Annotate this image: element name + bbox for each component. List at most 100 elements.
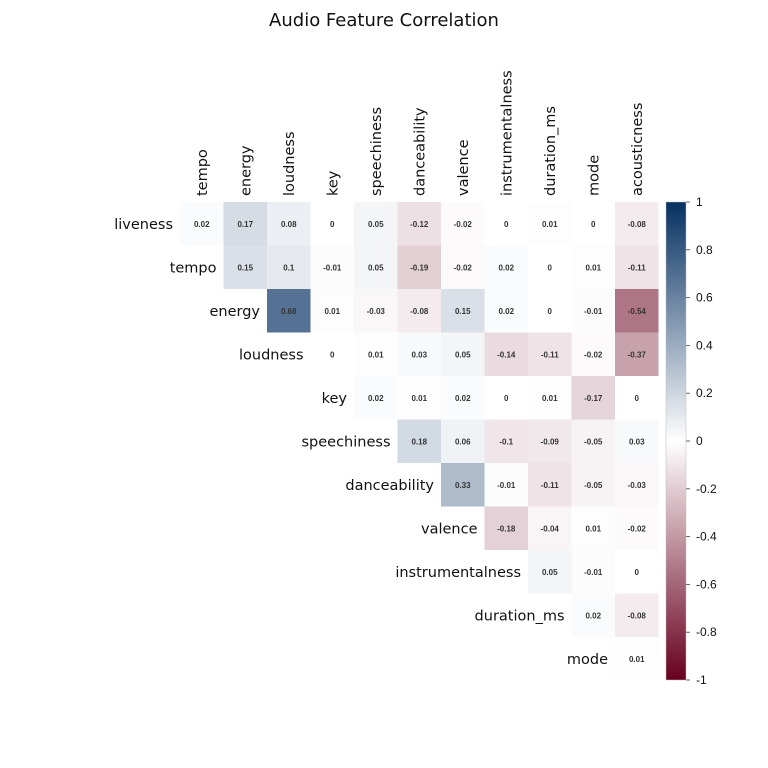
heatmap-cell	[615, 202, 659, 246]
cell-value-label: 0.02	[585, 611, 601, 620]
row-label: mode	[567, 652, 608, 668]
cell-value-label: 0.05	[368, 220, 384, 229]
heatmap-cell	[484, 419, 528, 463]
cell-value-label: -0.18	[497, 524, 516, 533]
cell-value-label: 0.02	[498, 307, 514, 316]
cell-value-label: 0.01	[585, 263, 601, 272]
heatmap-cell	[354, 376, 398, 420]
row-label: loudness	[239, 347, 304, 363]
legend-tick-label: 0.8	[696, 243, 713, 257]
heatmap-cell	[615, 419, 659, 463]
heatmap-cell	[615, 506, 659, 550]
heatmap-cell	[441, 332, 485, 376]
heatmap-cell	[441, 463, 485, 507]
cell-value-label: 0	[548, 263, 553, 272]
heatmap-cell	[484, 245, 528, 289]
cell-value-label: -0.01	[323, 263, 342, 272]
cell-value-label: 0.01	[542, 220, 558, 229]
heatmap-cell	[484, 376, 528, 420]
heatmap-cell	[397, 202, 441, 246]
cell-value-label: 0.02	[194, 220, 210, 229]
heatmap-cell	[310, 289, 354, 333]
heatmap-cell	[615, 289, 659, 333]
heatmap-cell	[354, 202, 398, 246]
row-label: tempo	[170, 260, 217, 276]
heatmap-cell	[354, 245, 398, 289]
cell-value-label: -0.05	[584, 437, 603, 446]
chart-title: Audio Feature Correlation	[269, 10, 499, 31]
heatmap-cell	[571, 332, 615, 376]
heatmap-cell	[615, 550, 659, 594]
row-label: liveness	[114, 217, 173, 233]
heatmap-cell	[571, 289, 615, 333]
heatmap-cell	[310, 202, 354, 246]
cell-value-label: 0	[635, 394, 640, 403]
heatmap-cell	[615, 332, 659, 376]
heatmap-cell	[397, 245, 441, 289]
cell-value-label: 0	[504, 394, 509, 403]
cell-value-label: 0.01	[324, 307, 340, 316]
heatmap-cell	[484, 332, 528, 376]
heatmap-cells: 0.02 0.17 0.08 0 0.05 -0.12 -0.02 0 0.01 0 -0.08 0.…	[180, 202, 659, 681]
column-label: tempo	[195, 149, 211, 196]
heatmap-cell	[571, 463, 615, 507]
heatmap-cell	[267, 245, 311, 289]
legend-tick-label: -1	[696, 673, 707, 687]
row-labels: liveness tempo energy loudness key speechines…	[114, 217, 608, 668]
cell-value-label: -0.01	[584, 307, 603, 316]
heatmap-cell	[267, 289, 311, 333]
heatmap-cell	[441, 376, 485, 420]
cell-value-label: -0.04	[541, 524, 560, 533]
cell-value-label: 0.01	[629, 655, 645, 664]
heatmap-cell	[528, 376, 572, 420]
heatmap-cell	[528, 202, 572, 246]
cell-value-label: -0.02	[454, 263, 473, 272]
column-label: instrumentalness	[499, 70, 515, 196]
cell-value-label: -0.03	[367, 307, 386, 316]
heatmap-cell	[397, 376, 441, 420]
cell-value-label: 0.17	[237, 220, 253, 229]
heatmap-cell	[223, 245, 267, 289]
cell-value-label: -0.02	[584, 350, 603, 359]
heatmap-cell	[528, 245, 572, 289]
legend-tick-label: -0.8	[696, 625, 717, 639]
cell-value-label: 0	[330, 350, 335, 359]
cell-value-label: 0	[591, 220, 596, 229]
row-label: instrumentalness	[395, 565, 521, 581]
heatmap-cell	[310, 332, 354, 376]
heatmap-cell	[528, 332, 572, 376]
legend-tick-label: -0.4	[696, 530, 717, 544]
cell-value-label: -0.17	[584, 394, 603, 403]
heatmap-cell	[484, 289, 528, 333]
heatmap-cell	[528, 463, 572, 507]
legend-tick-label: 1	[696, 195, 703, 209]
legend-tick-label: 0.6	[696, 291, 713, 305]
cell-value-label: 0	[635, 568, 640, 577]
column-label: key	[325, 170, 341, 196]
cell-value-label: 0.02	[455, 394, 471, 403]
legend-tick-label: -0.6	[696, 577, 717, 591]
row-label: key	[322, 391, 348, 407]
cell-value-label: 0.01	[411, 394, 427, 403]
cell-value-label: 0.1	[283, 263, 295, 272]
cell-value-label: 0.18	[411, 437, 427, 446]
legend-tick-label: 0.2	[696, 386, 713, 400]
cell-value-label: -0.03	[628, 481, 647, 490]
row-label: duration_ms	[475, 608, 565, 624]
row-label: valence	[421, 521, 478, 537]
cell-value-label: -0.01	[497, 481, 516, 490]
heatmap-cell	[441, 245, 485, 289]
cell-value-label: 0.01	[542, 394, 558, 403]
heatmap-cell	[528, 289, 572, 333]
cell-value-label: 0	[330, 220, 335, 229]
cell-value-label: -0.11	[541, 350, 559, 359]
cell-value-label: -0.12	[410, 220, 429, 229]
heatmap-cell	[354, 289, 398, 333]
cell-value-label: -0.09	[541, 437, 560, 446]
heatmap-cell	[615, 376, 659, 420]
heatmap-cell	[484, 202, 528, 246]
heatmap-cell	[528, 419, 572, 463]
heatmap-cell	[571, 245, 615, 289]
